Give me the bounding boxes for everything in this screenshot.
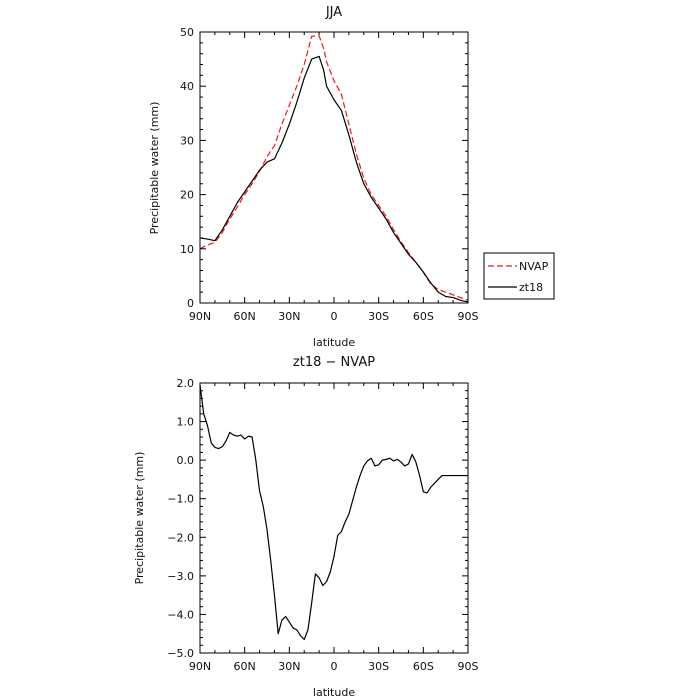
top-y-tick-label: 20 — [180, 189, 194, 202]
bottom-panel: zt18 − NVAP 90N 60N 30N 0 30S 60S 90S −5.0 −4.0 −… — [133, 355, 479, 699]
bottom-panel-x-axis-label: latitude — [313, 686, 355, 699]
bottom-panel-title: zt18 − NVAP — [293, 355, 375, 370]
top-panel-frame — [199, 31, 469, 304]
top-x-tick-label: 90S — [458, 310, 479, 323]
legend: NVAP zt18 — [483, 252, 555, 300]
bottom-y-tick-label: −5.0 — [167, 647, 194, 660]
top-x-tick-label: 60N — [234, 310, 256, 323]
legend-box — [483, 252, 555, 300]
bottom-y-tick-label: −3.0 — [167, 570, 194, 583]
top-panel: JJA 90N 60N 30N 0 30S 60S 90S 0 10 20 30 40 50 latit… — [148, 5, 555, 349]
top-y-tick-label: 40 — [180, 80, 194, 93]
bottom-y-tick-label: 2.0 — [177, 377, 195, 390]
top-x-tick-label: 30N — [278, 310, 300, 323]
bottom-x-tick-label: 90S — [458, 660, 479, 673]
bottom-x-tick-label: 30S — [368, 660, 389, 673]
top-y-tick-label: 10 — [180, 243, 194, 256]
bottom-y-tick-label: −4.0 — [167, 608, 194, 621]
top-x-tick-label: 0 — [331, 310, 338, 323]
bottom-x-tick-label: 30N — [278, 660, 300, 673]
legend-label-zt18: zt18 — [519, 281, 543, 294]
bottom-x-tick-label: 60S — [413, 660, 434, 673]
top-x-tick-label: 30S — [368, 310, 389, 323]
bottom-y-tick-label: 0.0 — [177, 454, 195, 467]
top-y-tick-label: 30 — [180, 134, 194, 147]
top-panel-y-axis-label: Precipitable water (mm) — [148, 102, 161, 235]
top-x-tick-label: 90N — [189, 310, 211, 323]
bottom-series-line-difference — [199, 384, 468, 641]
bottom-y-tick-label: −1.0 — [167, 493, 194, 506]
bottom-y-tick-label: 1.0 — [177, 416, 195, 429]
top-panel-title: JJA — [325, 5, 342, 20]
bottom-x-tick-label: 60N — [234, 660, 256, 673]
bottom-x-tick-label: 90N — [189, 660, 211, 673]
top-series-line-zt18 — [199, 55, 469, 303]
bottom-x-tick-label: 0 — [331, 660, 338, 673]
top-y-tick-label: 0 — [187, 297, 194, 310]
bottom-panel-frame — [199, 382, 469, 654]
bottom-y-tick-label: −2.0 — [167, 531, 194, 544]
legend-label-nvap: NVAP — [519, 260, 549, 273]
bottom-panel-y-axis-label: Precipitable water (mm) — [133, 452, 146, 585]
top-x-tick-label: 60S — [413, 310, 434, 323]
top-y-tick-label: 50 — [180, 26, 194, 39]
top-series-line-nvap — [199, 35, 469, 301]
top-panel-x-axis-label: latitude — [313, 336, 355, 349]
